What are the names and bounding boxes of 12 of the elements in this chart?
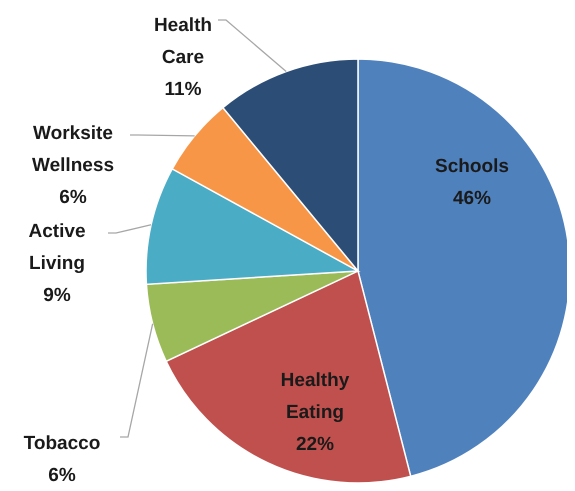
slice-label: Tobacco: [24, 432, 100, 454]
data-label: 11%: [164, 78, 202, 100]
data-label: 6%: [48, 464, 76, 486]
data-label: 22%: [296, 434, 334, 454]
slice-label: Health Care: [154, 14, 212, 68]
data-label: 46%: [452, 188, 492, 208]
slice-label: Schools: [435, 156, 509, 176]
slice-label: Active Living: [28, 220, 86, 274]
data-label: 9%: [43, 284, 71, 306]
data-label: 6%: [59, 186, 87, 208]
slice-label: Healthy Eating: [280, 370, 350, 422]
slice-label: Worksite Wellness: [32, 122, 114, 176]
